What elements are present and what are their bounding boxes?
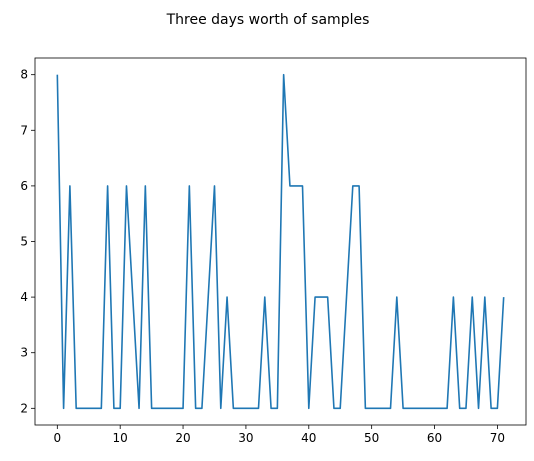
- x-tick-label: 50: [364, 431, 379, 445]
- x-tick-label: 0: [53, 431, 61, 445]
- y-tick-label: 5: [20, 235, 28, 249]
- y-tick-label: 2: [20, 401, 28, 415]
- series-line: [56, 73, 505, 410]
- plot-area: [56, 73, 505, 410]
- y-tick-label: 7: [20, 123, 28, 137]
- y-axis: 2 3 4 5 6 7 8: [20, 68, 35, 415]
- y-tick-label: 8: [20, 68, 28, 82]
- y-tick-label: 3: [20, 346, 28, 360]
- x-tick-label: 40: [301, 431, 316, 445]
- x-axis: 0 10 20 30 40 50 60 70: [53, 425, 505, 445]
- y-tick-label: 4: [20, 290, 28, 304]
- x-tick-label: 30: [238, 431, 253, 445]
- x-tick-label: 10: [113, 431, 128, 445]
- chart-title: Three days worth of samples: [166, 12, 370, 28]
- x-tick-label: 60: [427, 431, 442, 445]
- x-tick-label: 70: [490, 431, 505, 445]
- x-tick-label: 20: [175, 431, 190, 445]
- y-tick-label: 6: [20, 179, 28, 193]
